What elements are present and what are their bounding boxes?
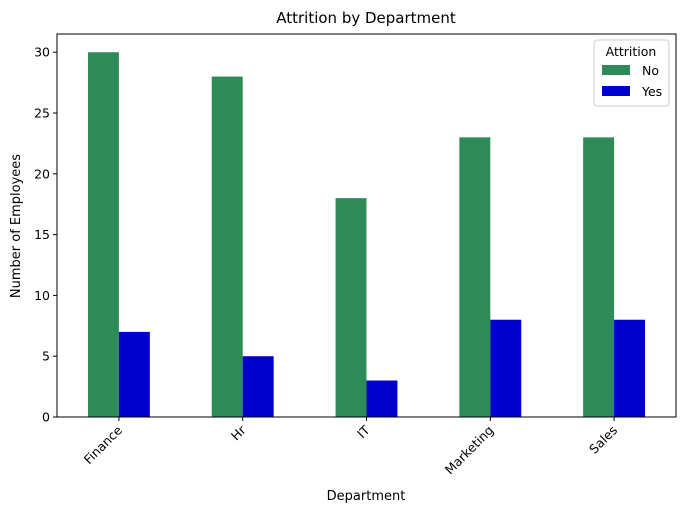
legend-label-yes: Yes <box>641 84 662 99</box>
bar-sales-no <box>583 137 615 417</box>
y-tick-label: 0 <box>42 410 50 425</box>
x-tick-label: Marketing <box>442 423 497 478</box>
bar-hr-yes <box>242 356 274 417</box>
legend-title: Attrition <box>606 44 657 59</box>
x-axis-label: Department <box>327 489 406 504</box>
legend-swatch-no <box>602 65 630 75</box>
plot-frame <box>56 33 677 418</box>
legend-swatch-yes <box>602 86 630 96</box>
chart-title: Attrition by Department <box>276 9 456 27</box>
x-tick-label: IT <box>354 422 373 441</box>
x-tick-label: Sales <box>586 423 620 457</box>
bar-it-no <box>335 198 367 417</box>
legend-label-no: No <box>642 63 659 78</box>
x-tick-label: Finance <box>81 422 126 467</box>
bars-group <box>87 52 646 418</box>
x-tick-label: Hr <box>228 422 249 443</box>
bar-sales-yes <box>614 319 646 417</box>
y-tick-label: 15 <box>34 227 50 242</box>
y-tick-label: 20 <box>34 166 50 181</box>
y-tick-label: 5 <box>42 349 50 364</box>
y-tick-label: 10 <box>34 288 50 303</box>
bar-hr-no <box>211 76 243 418</box>
bar-finance-yes <box>118 331 150 417</box>
bar-it-yes <box>366 380 398 417</box>
x-axis: Finance Hr IT Marketing Sales <box>81 417 620 478</box>
y-tick-label: 30 <box>34 45 50 60</box>
bar-finance-no <box>87 52 119 417</box>
y-axis: 0 5 10 15 20 25 30 <box>34 45 57 425</box>
bar-marketing-yes <box>490 319 522 417</box>
bar-marketing-no <box>459 137 491 417</box>
y-tick-label: 25 <box>34 106 50 121</box>
legend: Attrition No Yes <box>593 39 670 107</box>
y-axis-label: Number of Employees <box>9 154 24 298</box>
